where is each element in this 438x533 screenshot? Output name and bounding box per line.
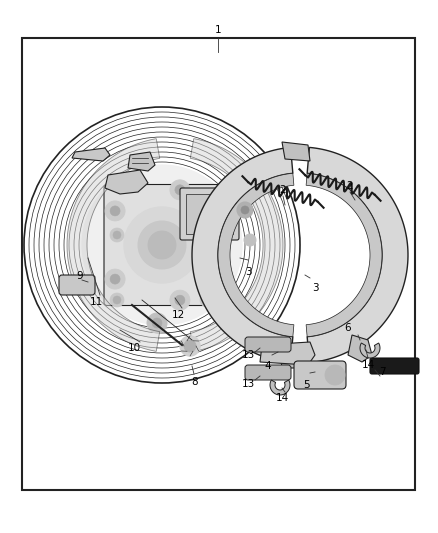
Text: 4: 4 bbox=[265, 361, 271, 371]
Text: 14: 14 bbox=[361, 360, 374, 370]
Text: 10: 10 bbox=[127, 343, 141, 353]
Polygon shape bbox=[218, 173, 294, 337]
Polygon shape bbox=[270, 380, 290, 395]
Polygon shape bbox=[67, 139, 160, 351]
Polygon shape bbox=[128, 152, 155, 171]
FancyBboxPatch shape bbox=[245, 337, 291, 352]
Circle shape bbox=[113, 296, 121, 304]
Circle shape bbox=[200, 228, 214, 242]
Text: 7: 7 bbox=[379, 367, 385, 377]
Polygon shape bbox=[190, 139, 283, 351]
Polygon shape bbox=[105, 170, 148, 194]
Text: 3: 3 bbox=[312, 283, 318, 293]
Circle shape bbox=[203, 231, 211, 239]
FancyBboxPatch shape bbox=[294, 361, 346, 389]
Circle shape bbox=[138, 221, 186, 269]
Polygon shape bbox=[282, 142, 310, 161]
Text: 9: 9 bbox=[77, 271, 83, 281]
Polygon shape bbox=[280, 353, 308, 368]
Text: 13: 13 bbox=[241, 350, 254, 360]
Circle shape bbox=[215, 240, 225, 250]
Circle shape bbox=[203, 296, 211, 304]
Circle shape bbox=[110, 274, 120, 284]
Polygon shape bbox=[72, 148, 110, 161]
Circle shape bbox=[200, 293, 214, 307]
Circle shape bbox=[110, 293, 124, 307]
Text: 13: 13 bbox=[241, 379, 254, 389]
FancyBboxPatch shape bbox=[180, 188, 239, 240]
Circle shape bbox=[113, 231, 121, 239]
Text: 6: 6 bbox=[345, 323, 351, 333]
Polygon shape bbox=[348, 335, 372, 362]
Circle shape bbox=[180, 336, 200, 356]
Text: 2: 2 bbox=[347, 181, 353, 191]
Polygon shape bbox=[260, 342, 315, 365]
Circle shape bbox=[184, 340, 196, 352]
FancyBboxPatch shape bbox=[370, 358, 419, 374]
Text: 2: 2 bbox=[280, 185, 286, 195]
Circle shape bbox=[152, 318, 162, 328]
Circle shape bbox=[241, 206, 249, 214]
Circle shape bbox=[170, 290, 190, 310]
Circle shape bbox=[82, 165, 242, 325]
Text: 3: 3 bbox=[245, 267, 251, 277]
Text: 1: 1 bbox=[215, 25, 221, 35]
Circle shape bbox=[244, 234, 256, 246]
FancyBboxPatch shape bbox=[104, 184, 220, 305]
FancyBboxPatch shape bbox=[245, 365, 291, 380]
Circle shape bbox=[110, 228, 124, 242]
Text: 8: 8 bbox=[192, 377, 198, 387]
Polygon shape bbox=[360, 343, 380, 358]
Circle shape bbox=[110, 206, 120, 216]
Polygon shape bbox=[307, 148, 408, 362]
Polygon shape bbox=[306, 173, 382, 337]
Text: 5: 5 bbox=[304, 380, 310, 390]
Circle shape bbox=[175, 185, 185, 195]
Circle shape bbox=[105, 269, 125, 289]
Circle shape bbox=[105, 201, 125, 221]
Circle shape bbox=[148, 231, 176, 259]
Bar bbox=[186, 194, 233, 234]
Circle shape bbox=[147, 313, 167, 333]
Polygon shape bbox=[192, 148, 293, 362]
Circle shape bbox=[170, 180, 190, 200]
Bar bbox=[22, 38, 415, 490]
Circle shape bbox=[175, 295, 185, 305]
Text: 14: 14 bbox=[276, 393, 289, 403]
Circle shape bbox=[210, 235, 230, 255]
Text: 11: 11 bbox=[89, 297, 102, 307]
FancyBboxPatch shape bbox=[59, 275, 95, 295]
Circle shape bbox=[325, 365, 345, 385]
Circle shape bbox=[124, 207, 200, 283]
Text: 12: 12 bbox=[171, 310, 185, 320]
Circle shape bbox=[237, 202, 253, 218]
